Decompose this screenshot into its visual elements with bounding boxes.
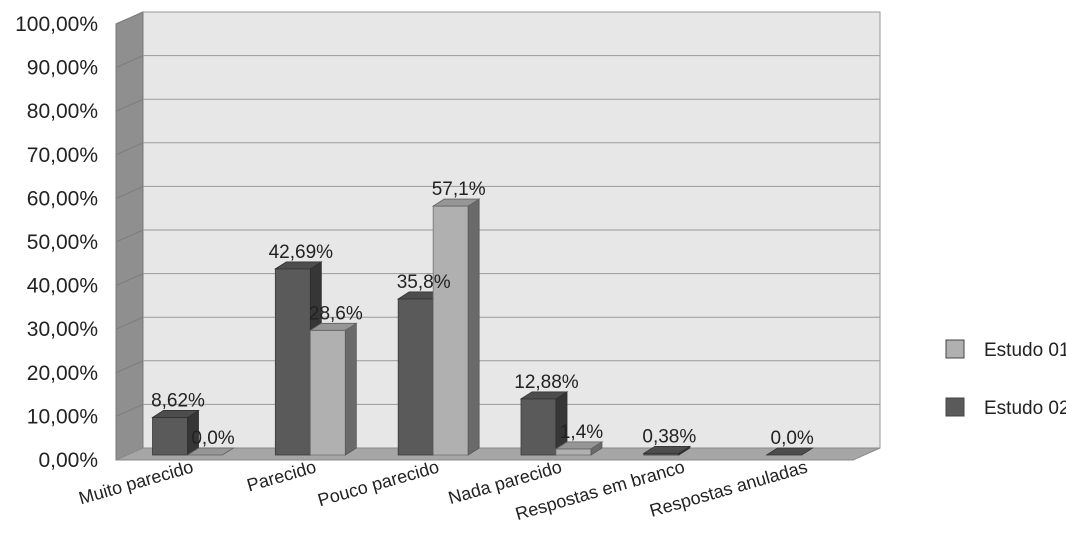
bar-top — [308, 322, 358, 331]
side-gridline — [115, 185, 144, 199]
bar-top — [431, 198, 481, 207]
legend: Estudo 01 Estudo 02 — [945, 339, 1066, 419]
side-gridline — [115, 403, 144, 417]
y-tick-label: 20,00% — [27, 362, 98, 385]
y-tick-label: 50,00% — [27, 231, 98, 254]
bar-top — [273, 261, 323, 270]
data-label: 0,0% — [771, 428, 814, 449]
data-label: 28,6% — [309, 303, 363, 324]
side-gridline — [115, 229, 144, 243]
side-gridline — [115, 98, 144, 112]
data-label: 57,1% — [432, 179, 486, 200]
side-gridline — [115, 273, 144, 287]
bar-top — [151, 410, 200, 418]
side-gridline — [115, 55, 144, 69]
data-label: 0,38% — [642, 426, 696, 447]
side-gridline — [115, 11, 144, 25]
y-tick-label: 60,00% — [27, 187, 98, 210]
y-tick-label: 10,00% — [27, 405, 98, 428]
legend-swatch — [945, 397, 965, 417]
bar — [432, 205, 469, 456]
bar-top — [186, 447, 235, 456]
data-label: 35,8% — [397, 272, 451, 293]
side-gridline — [115, 142, 144, 156]
bar-side — [344, 322, 357, 456]
y-tick-label: 40,00% — [27, 275, 98, 298]
bar — [309, 329, 346, 456]
bar-top — [642, 445, 692, 454]
bar-top — [765, 447, 815, 456]
data-labels: 8,62% 42,69% 35,8% 12,88% 0,38% 0,0% 0,0% 28,6%… — [151, 179, 814, 449]
bar — [152, 417, 188, 456]
bar-top — [519, 391, 569, 400]
bars — [151, 198, 815, 456]
category-label: Parecido — [245, 457, 319, 496]
legend-label: Estudo 02 — [984, 398, 1066, 419]
category-label: Pouco parecido — [315, 457, 441, 511]
y-tick-label: 70,00% — [27, 144, 98, 167]
data-label: 1,4% — [560, 422, 603, 443]
bar — [555, 448, 592, 456]
side-gridline — [115, 360, 144, 374]
chart-walls — [115, 11, 881, 461]
y-tick-label: 0,00% — [38, 449, 98, 472]
legend-swatch — [945, 339, 965, 359]
data-label: 12,88% — [514, 372, 579, 393]
gridlines — [115, 11, 880, 417]
bar — [520, 398, 557, 456]
side-gridline — [115, 316, 144, 330]
data-label: 0,0% — [191, 428, 234, 449]
y-tick-label: 80,00% — [27, 100, 98, 123]
bar — [274, 268, 311, 456]
data-label: 8,62% — [151, 390, 205, 411]
y-axis-ticks: 0,00% 10,00% 20,00% 30,00% 40,00% 50,00% 60,00… — [15, 13, 98, 472]
y-tick-label: 30,00% — [27, 318, 98, 341]
bar-top — [554, 441, 604, 450]
legend-label: Estudo 01 — [984, 340, 1066, 361]
bar — [397, 298, 434, 456]
data-label: 42,69% — [269, 242, 334, 263]
y-tick-label: 100,00% — [15, 13, 98, 36]
y-tick-label: 90,00% — [27, 57, 98, 80]
bar-side — [467, 198, 480, 456]
